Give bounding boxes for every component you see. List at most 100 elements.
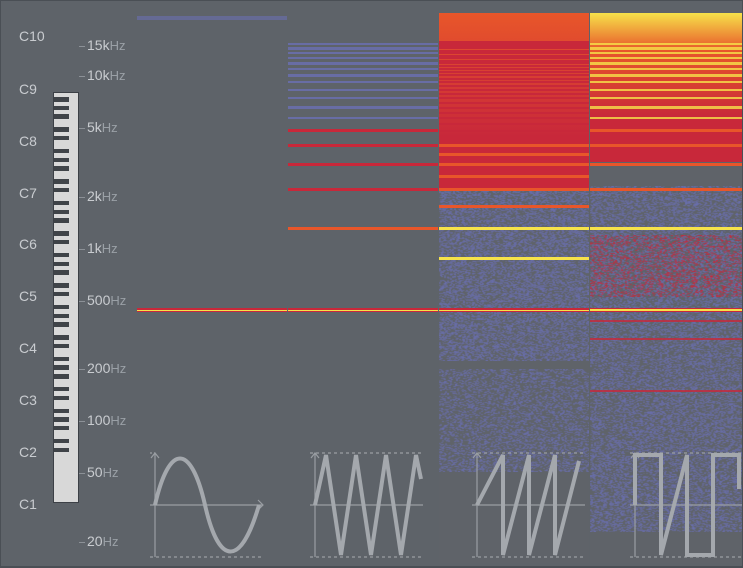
frequency-label: 15kHz <box>87 37 125 53</box>
piano-black-key <box>54 105 69 111</box>
frequency-value: 100 <box>87 412 111 429</box>
piano-black-key <box>54 149 69 154</box>
frequency-unit: Hz <box>101 188 118 204</box>
harmonic-line <box>439 163 589 167</box>
harmonic-line <box>288 117 438 120</box>
harmonic-line <box>590 309 742 312</box>
piano-black-key <box>54 365 69 370</box>
harmonic-line <box>439 77 589 80</box>
frequency-value: 500 <box>87 291 111 308</box>
piano-black-key <box>54 439 69 444</box>
harmonic-line <box>590 390 742 393</box>
harmonic-line <box>439 101 589 104</box>
harmonic-line <box>439 47 589 50</box>
piano-black-key <box>54 304 69 310</box>
harmonic-line <box>288 62 438 65</box>
frequency-value: 1k <box>87 239 102 256</box>
piano-black-key <box>54 417 69 422</box>
spectrum-square <box>590 13 742 563</box>
frequency-value: 15k <box>87 37 110 53</box>
piano-black-key <box>54 261 69 266</box>
note-label: C6 <box>19 236 37 253</box>
harmonic-line <box>590 117 742 120</box>
square-wave-icon <box>630 452 742 558</box>
harmonic-line <box>288 74 438 77</box>
piano-black-key <box>54 426 69 431</box>
piano-black-key <box>54 231 69 236</box>
piano-black-key <box>54 239 69 245</box>
piano-black-key <box>54 356 69 362</box>
piano-black-key <box>54 335 69 340</box>
harmonic-line <box>288 57 438 60</box>
frequency-unit: Hz <box>102 465 119 481</box>
frequency-value: 20 <box>87 533 103 549</box>
harmonic-line <box>439 88 589 91</box>
frequency-label: 50Hz <box>87 464 118 480</box>
harmonic-line <box>590 163 742 167</box>
frequency-tick <box>79 76 85 78</box>
piano-black-key <box>54 127 69 132</box>
frequency-label: 100Hz <box>87 412 126 428</box>
piano-black-key <box>54 218 69 223</box>
harmonic-line <box>439 117 589 120</box>
harmonic-line <box>439 65 589 68</box>
harmonic-line <box>288 188 438 192</box>
harmonic-line <box>288 309 438 312</box>
harmonic-line <box>439 54 589 57</box>
harmonic-line <box>288 163 438 167</box>
harmonic-line <box>288 42 438 46</box>
harmonic-line <box>288 52 438 55</box>
piano-black-key <box>54 209 69 215</box>
harmonic-line <box>439 205 589 209</box>
frequency-tick <box>79 46 85 47</box>
harmonic-line <box>439 92 589 95</box>
spectral-band <box>590 13 742 162</box>
frequency-value: 50 <box>87 464 103 481</box>
harmonic-line <box>439 129 589 132</box>
harmonic-line <box>439 45 589 48</box>
note-label: C8 <box>19 132 37 149</box>
harmonic-line <box>590 47 742 50</box>
frequency-unit: Hz <box>109 68 126 84</box>
piano-black-key <box>54 322 69 327</box>
note-label: C3 <box>19 392 37 409</box>
note-label: C5 <box>19 288 37 305</box>
harmonic-line <box>439 226 589 230</box>
frequency-label: 1kHz <box>87 240 118 256</box>
piano-black-key <box>54 374 69 379</box>
piano-black-key <box>54 343 69 349</box>
spectral-noise <box>590 235 742 298</box>
harmonic-line <box>590 68 742 71</box>
frequency-label: 2kHz <box>87 188 118 204</box>
piano-black-key <box>54 387 69 392</box>
harmonic-line <box>288 106 438 109</box>
frequency-label: 500Hz <box>87 292 126 308</box>
harmonic-line <box>439 106 589 109</box>
harmonic-line <box>439 174 589 178</box>
piano-black-key <box>54 408 69 414</box>
harmonic-line <box>137 309 287 312</box>
harmonic-line <box>439 136 589 139</box>
triangle-wave-icon <box>310 452 423 558</box>
piano-black-key <box>54 179 69 184</box>
note-label: C1 <box>19 496 37 513</box>
note-label: C2 <box>19 444 37 461</box>
note-label: C9 <box>19 80 37 97</box>
frequency-tick <box>79 248 85 250</box>
sine-wave-icon <box>150 452 264 558</box>
harmonic-line <box>590 106 742 109</box>
harmonic-line <box>590 57 742 60</box>
harmonic-line <box>137 16 287 20</box>
harmonic-line <box>439 62 589 65</box>
harmonic-line <box>590 320 742 323</box>
harmonic-line <box>288 81 438 84</box>
piano-black-key <box>54 114 69 119</box>
frequency-tick <box>79 369 85 371</box>
piano-black-key <box>54 97 69 102</box>
harmonic-line <box>288 97 438 100</box>
frequency-unit: Hz <box>109 38 126 53</box>
frequency-unit: Hz <box>101 120 118 136</box>
harmonic-line <box>439 123 589 126</box>
harmonic-line <box>439 52 589 55</box>
frequency-label: 10kHz <box>87 67 125 83</box>
